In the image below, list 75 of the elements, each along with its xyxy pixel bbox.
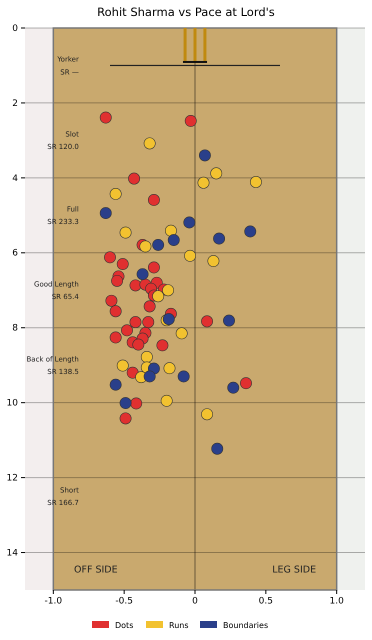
x-tick-label: 1.0 (330, 596, 344, 606)
point (201, 408, 213, 420)
point (110, 332, 122, 344)
point (130, 316, 142, 328)
point (213, 232, 226, 244)
point (160, 394, 173, 407)
point (178, 370, 190, 382)
point (121, 324, 133, 336)
point (176, 327, 188, 340)
point (156, 339, 168, 352)
point (132, 338, 144, 351)
y-tick-label: 2 (12, 98, 18, 109)
y-tick-label: 8 (12, 324, 18, 334)
point (104, 251, 116, 264)
y-tick-label: 14 (6, 548, 18, 558)
point (244, 226, 256, 238)
chart-title: Rohit Sharma vs Pace at Lord's (97, 5, 275, 19)
annotation: LEG SIDE (272, 564, 316, 576)
point (250, 176, 262, 188)
y-tick-label: 10 (6, 398, 18, 409)
point (210, 167, 222, 180)
point (168, 234, 180, 246)
point (184, 250, 196, 262)
legend-label: Runs (169, 620, 189, 630)
legend-label: Dots (115, 620, 134, 630)
point (110, 305, 122, 318)
point (144, 370, 156, 382)
point (144, 300, 156, 312)
point (139, 240, 152, 252)
x-tick-label: -1.0 (44, 596, 62, 606)
point (240, 377, 252, 390)
x-tick-label: -0.5 (115, 596, 133, 606)
point (152, 290, 164, 302)
point (105, 294, 118, 307)
y-tick-label: 6 (12, 248, 18, 259)
point (100, 207, 112, 220)
point (223, 314, 235, 327)
point (140, 351, 153, 363)
point (100, 112, 112, 124)
point (136, 268, 149, 280)
point (227, 382, 240, 394)
y-tick-label: 0 (12, 24, 18, 34)
y-tick-label: 12 (6, 473, 18, 484)
point (120, 412, 132, 424)
point (152, 239, 164, 251)
point (144, 137, 156, 150)
point (211, 442, 224, 455)
point (126, 366, 139, 379)
point (128, 172, 140, 185)
point (162, 284, 174, 296)
legend-label: Boundaries (223, 620, 268, 630)
point (130, 279, 142, 292)
point (110, 188, 122, 200)
point (201, 315, 213, 328)
point (148, 261, 160, 274)
point (120, 397, 132, 409)
point (164, 362, 176, 374)
point (184, 114, 197, 127)
point (198, 149, 211, 162)
point (164, 224, 177, 237)
y-tick-label: 4 (12, 174, 18, 184)
point (110, 378, 122, 391)
point (116, 360, 129, 372)
point (207, 255, 220, 267)
point (120, 226, 132, 238)
point (116, 258, 129, 270)
x-tick-label: 0.5 (258, 596, 273, 606)
point (198, 176, 210, 189)
point (142, 316, 154, 328)
annotation: OFF SIDE (74, 564, 118, 576)
point (148, 194, 160, 206)
x-tick-label: 0 (192, 596, 198, 606)
point (183, 216, 196, 228)
point (111, 274, 124, 287)
point (130, 397, 142, 410)
